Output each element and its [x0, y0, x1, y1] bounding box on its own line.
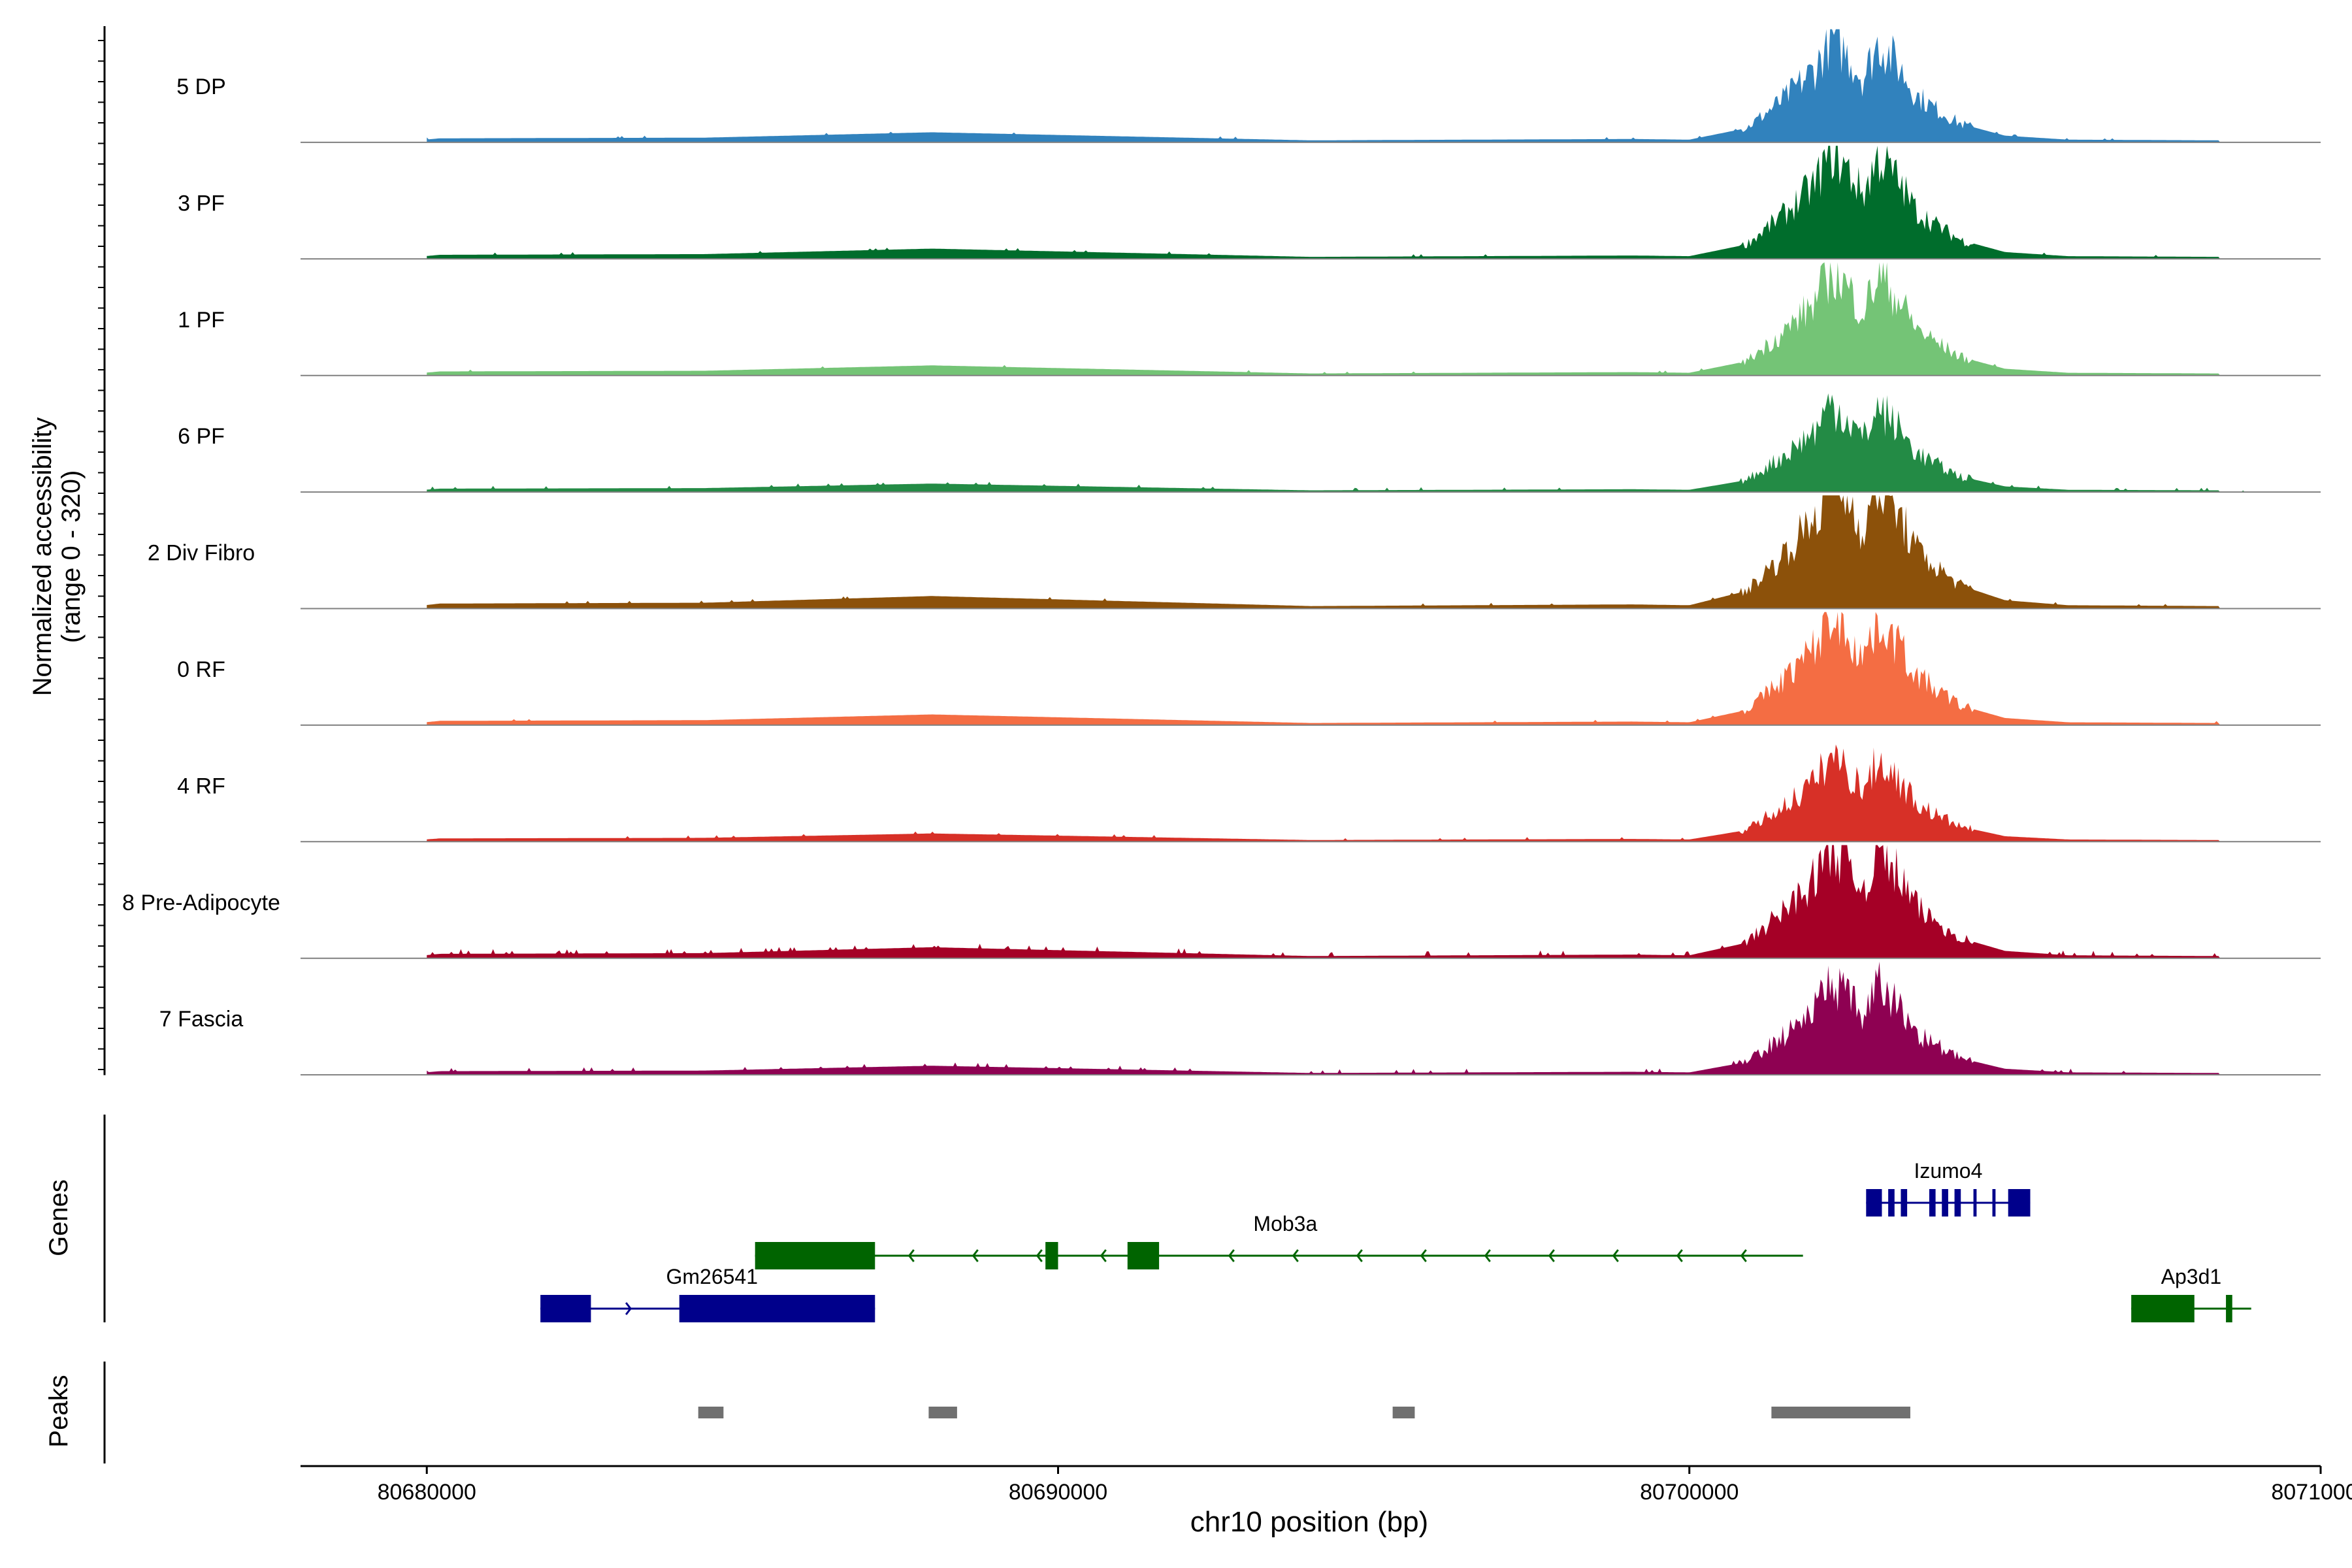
peak-region	[698, 1407, 724, 1418]
strand-arrow	[1740, 1249, 1747, 1262]
strand-arrow	[1356, 1249, 1363, 1262]
gene-exon	[1973, 1189, 1977, 1217]
track-area	[427, 262, 2246, 376]
gene-exon	[1929, 1189, 1936, 1217]
track-area	[427, 961, 2246, 1075]
track-6-pf: 6 PF	[178, 393, 2321, 493]
track-label: 2 Div Fibro	[148, 541, 255, 566]
peaks-axis-label: Peaks	[44, 1375, 73, 1447]
track-label: 5 DP	[176, 74, 226, 99]
track-7-fascia: 7 Fascia	[159, 961, 2321, 1076]
gene-ap3d1: Ap3d1	[2131, 1265, 2251, 1322]
strand-arrow	[1548, 1249, 1555, 1262]
gene-exon	[2226, 1295, 2232, 1322]
strand-arrow	[1292, 1249, 1299, 1262]
track-label: 3 PF	[178, 191, 225, 216]
genes-panel: Izumo4 Mob3a Gm26541 Ap3d1	[103, 1115, 2251, 1322]
gene-exon	[1992, 1189, 1996, 1217]
peak-region	[1392, 1407, 1415, 1418]
gene-exon	[1954, 1189, 1961, 1217]
track-8-pre-adipocyte: 8 Pre-Adipocyte	[122, 845, 2321, 959]
coverage-y-axis	[98, 26, 106, 1075]
x-axis: 80680000 80690000 80700000 80710000	[301, 1465, 2352, 1505]
genes-axis-label: Genes	[44, 1179, 73, 1256]
x-axis-title: chr10 position (bp)	[1190, 1506, 1428, 1538]
track-area	[427, 845, 2246, 958]
track-label: 1 PF	[178, 308, 225, 333]
track-5-dp: 5 DP	[176, 29, 2321, 143]
gene-label: Mob3a	[1253, 1212, 1317, 1235]
track-area	[427, 495, 2246, 609]
strand-arrow	[1100, 1249, 1107, 1262]
gene-exon	[1045, 1242, 1058, 1269]
gene-exon	[1127, 1242, 1160, 1269]
strand-arrow	[1676, 1249, 1683, 1262]
x-tick-label: 80680000	[378, 1480, 476, 1505]
gene-exon	[1888, 1189, 1895, 1217]
strand-arrow	[625, 1302, 632, 1315]
track-4-rf: 4 RF	[177, 744, 2321, 843]
strand-arrow	[1228, 1249, 1235, 1262]
gene-mob3a: Mob3a	[755, 1212, 1803, 1269]
gene-exon	[540, 1295, 591, 1322]
track-label: 6 PF	[178, 424, 225, 449]
peak-region	[1771, 1407, 1910, 1418]
track-area	[427, 393, 2246, 493]
track-area	[427, 146, 2246, 259]
coverage-tracks: 5 DP 3 PF 1 PF 6 PF 2 Div Fibro 0 RF 4 RF 8 Pre…	[122, 29, 2321, 1076]
gene-exon	[2008, 1189, 2031, 1217]
y-axis-title-line1: Normalized accessibility	[28, 417, 57, 696]
gene-label: Gm26541	[666, 1265, 758, 1288]
gene-gm26541: Gm26541	[540, 1265, 875, 1322]
x-tick-label: 80710000	[2271, 1480, 2352, 1505]
gene-label: Ap3d1	[2161, 1265, 2222, 1288]
x-tick-label: 80690000	[1009, 1480, 1107, 1505]
strand-arrow	[972, 1249, 979, 1262]
gene-exon	[755, 1242, 875, 1269]
gene-exon	[1866, 1189, 1882, 1217]
track-1-pf: 1 PF	[178, 262, 2321, 376]
strand-arrow	[907, 1249, 915, 1262]
gene-exon	[1901, 1189, 1908, 1217]
peaks-panel	[103, 1362, 1910, 1463]
track-label: 4 RF	[177, 774, 225, 798]
track-3-pf: 3 PF	[178, 146, 2321, 260]
y-axis-title-line2: (range 0 - 320)	[57, 470, 86, 644]
strand-arrow	[1420, 1249, 1427, 1262]
gene-exon	[1942, 1189, 1948, 1217]
track-area	[427, 29, 2246, 142]
strand-arrow	[1036, 1249, 1043, 1262]
gene-izumo4: Izumo4	[1866, 1159, 2031, 1217]
track-label: 0 RF	[177, 657, 225, 682]
track-area	[427, 612, 2246, 725]
track-0-rf: 0 RF	[177, 612, 2321, 726]
gene-exon	[679, 1295, 875, 1322]
peak-region	[928, 1407, 957, 1418]
track-area	[427, 744, 2246, 842]
track-label: 7 Fascia	[159, 1007, 244, 1032]
gene-exon	[2131, 1295, 2195, 1322]
track-2-div-fibro: 2 Div Fibro	[148, 495, 2321, 610]
strand-arrow	[1612, 1249, 1619, 1262]
track-label: 8 Pre-Adipocyte	[122, 890, 280, 915]
strand-arrow	[1484, 1249, 1491, 1262]
x-tick-label: 80700000	[1640, 1480, 1739, 1505]
gene-label: Izumo4	[1914, 1159, 1982, 1183]
